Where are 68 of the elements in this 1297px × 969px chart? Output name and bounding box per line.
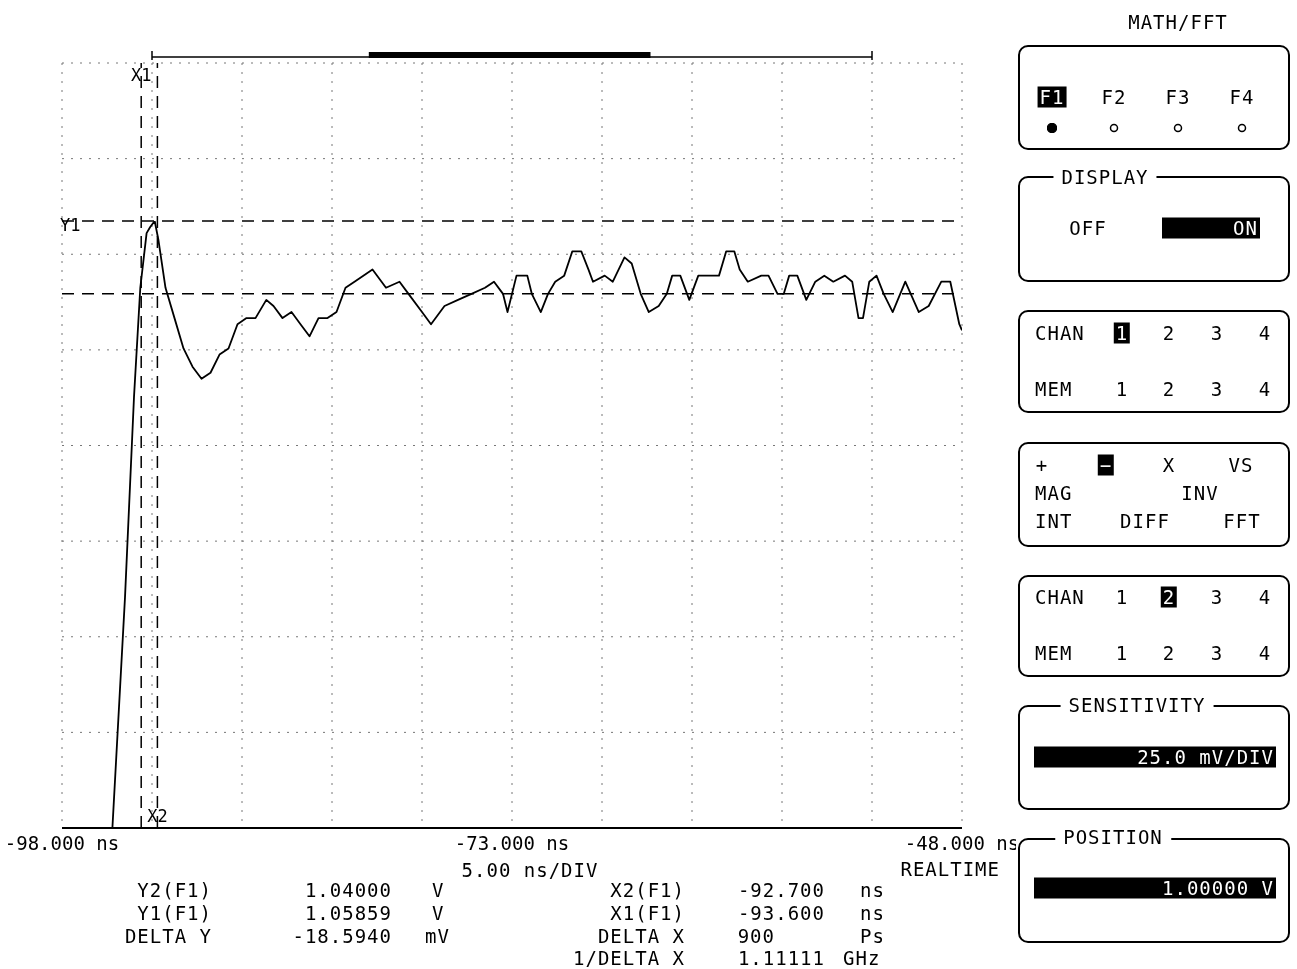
text: 2 xyxy=(1162,321,1176,344)
ref-line-label: X2 xyxy=(147,806,168,826)
text: F4 xyxy=(1229,85,1255,108)
text: 1.11111 xyxy=(737,946,825,969)
text: 1.00000 V xyxy=(1034,876,1276,899)
text: V xyxy=(432,901,445,924)
text: DIFF xyxy=(1120,509,1170,532)
text: + xyxy=(1035,453,1049,476)
text: -93.600 xyxy=(737,901,825,924)
text: 4 xyxy=(1258,377,1272,400)
text: 3 xyxy=(1210,321,1224,344)
text: 3 xyxy=(1210,641,1224,664)
text: OFF xyxy=(1069,216,1107,239)
text: 5.00 ns/DIV xyxy=(461,858,599,881)
text: 4 xyxy=(1258,585,1272,608)
text: MAG xyxy=(1035,481,1073,504)
text: ns xyxy=(860,878,885,901)
text: 1.05859 xyxy=(304,901,392,924)
text: X2(F1) xyxy=(610,878,685,901)
text: VS xyxy=(1228,453,1254,476)
text: MEM xyxy=(1035,641,1073,664)
text: Y2(F1) xyxy=(137,878,212,901)
text: V xyxy=(432,878,445,901)
text: -18.5940 xyxy=(292,924,392,947)
x-tick-label: -98.000 ns xyxy=(4,832,120,854)
text: Ps xyxy=(860,924,885,947)
text: MEM xyxy=(1035,377,1073,400)
text: CHAN xyxy=(1035,585,1085,608)
text: F3 xyxy=(1165,85,1191,108)
text: MATH/FFT xyxy=(1128,10,1228,33)
text: mV xyxy=(425,924,450,947)
text: 1/DELTA X xyxy=(573,946,685,969)
text: POSITION xyxy=(1055,825,1171,848)
text: 3 xyxy=(1210,377,1224,400)
text: 3 xyxy=(1210,585,1224,608)
text: INT xyxy=(1035,509,1073,532)
text: 25.0 mV/DIV xyxy=(1034,745,1276,768)
text: SENSITIVITY xyxy=(1060,693,1214,716)
text: 1.04000 xyxy=(304,878,392,901)
text: 2 xyxy=(1160,585,1178,608)
text: DISPLAY xyxy=(1053,165,1157,188)
text: F2 xyxy=(1101,85,1127,108)
text: INV xyxy=(1181,481,1219,504)
text: 1 xyxy=(1115,585,1129,608)
text: 1 xyxy=(1115,641,1129,664)
text: DELTA X xyxy=(597,924,685,947)
text: 2 xyxy=(1162,377,1176,400)
text: 4 xyxy=(1258,641,1272,664)
ref-line-label: X1 xyxy=(130,65,152,86)
text: DELTA Y xyxy=(124,924,212,947)
text: − xyxy=(1097,453,1115,476)
x-tick-label: -73.000 ns xyxy=(454,832,570,854)
text: REALTIME xyxy=(900,857,1000,880)
text: Y1(F1) xyxy=(137,901,212,924)
text: 900 xyxy=(737,924,775,947)
text: CHAN xyxy=(1035,321,1085,344)
text: X1(F1) xyxy=(610,901,685,924)
text: 4 xyxy=(1258,321,1272,344)
text: ON xyxy=(1162,216,1260,239)
text: ns xyxy=(860,901,885,924)
text: F1 xyxy=(1037,85,1067,108)
text: GHz xyxy=(843,946,881,969)
text: X xyxy=(1162,453,1176,476)
text: 1 xyxy=(1115,377,1129,400)
text: 2 xyxy=(1162,641,1176,664)
text: -92.700 xyxy=(737,878,825,901)
text: 1 xyxy=(1113,321,1131,344)
text: FFT xyxy=(1223,509,1261,532)
